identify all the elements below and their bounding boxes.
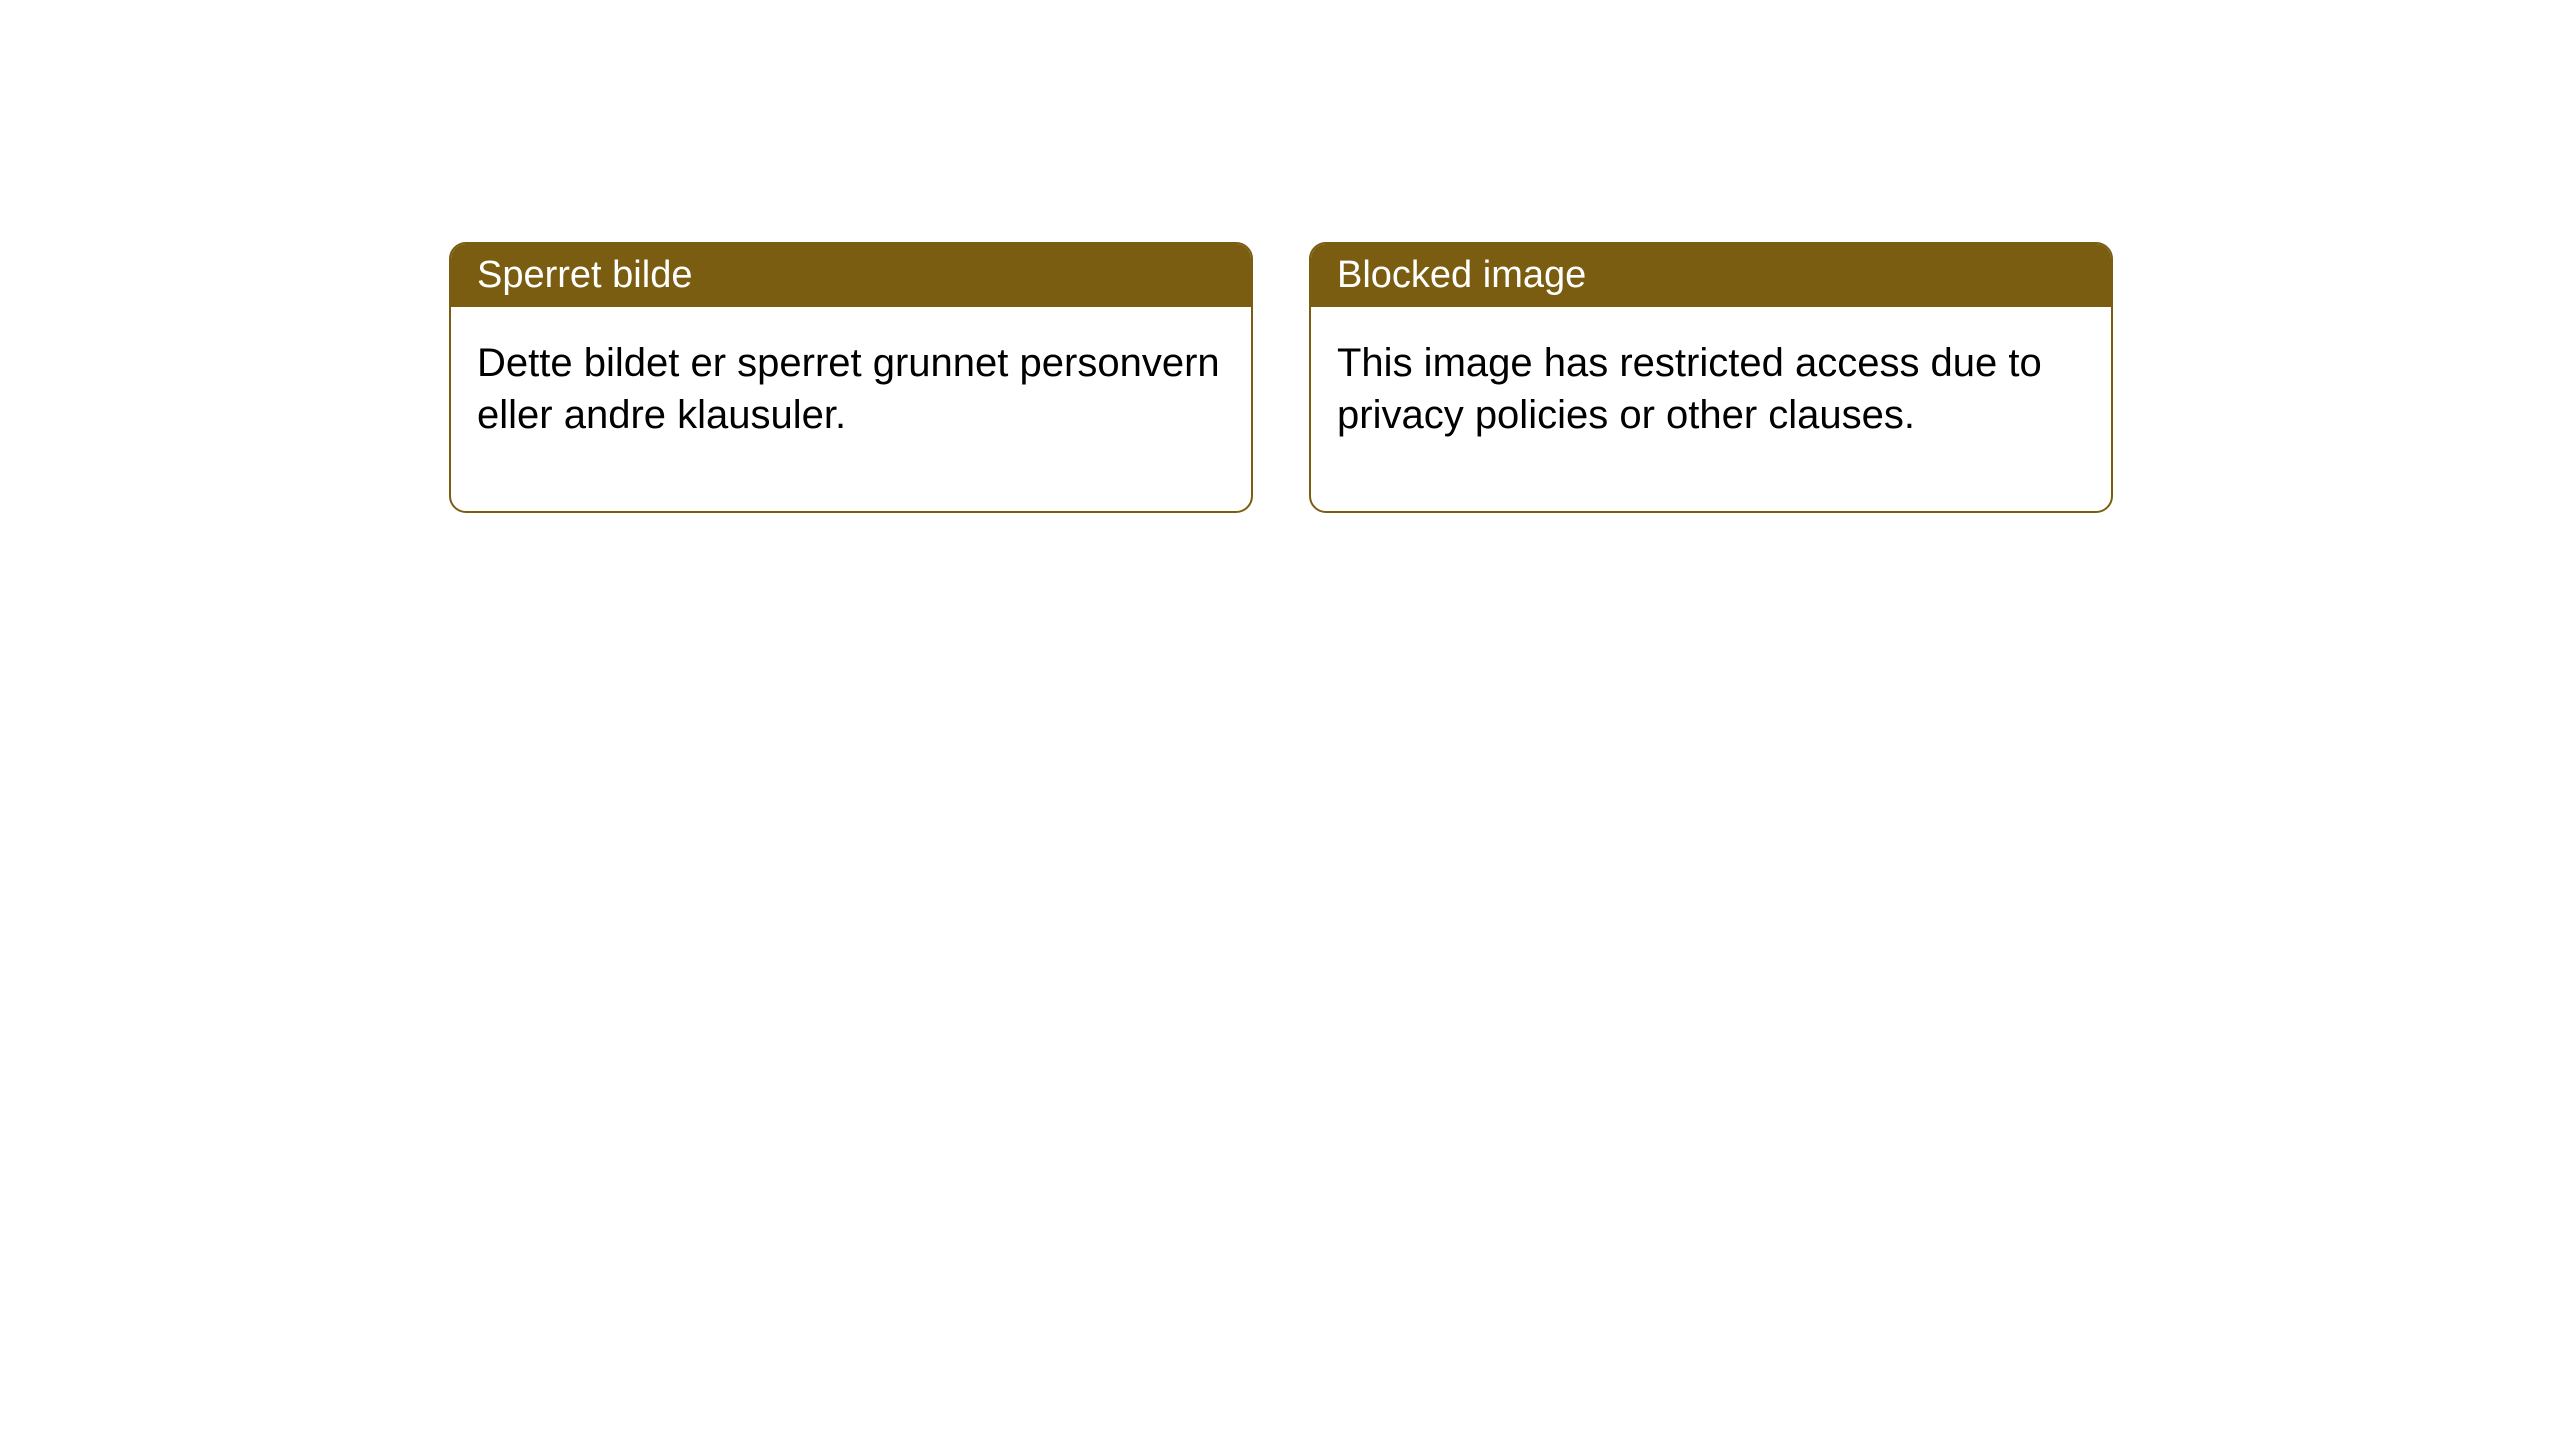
notice-title: Sperret bilde [477,254,692,296]
notice-body: Dette bildet er sperret grunnet personve… [451,307,1251,511]
notice-header: Blocked image [1311,244,2111,307]
notice-body-text: Dette bildet er sperret grunnet personve… [477,341,1220,437]
notice-title: Blocked image [1337,254,1586,296]
notice-body-text: This image has restricted access due to … [1337,341,2042,437]
notice-container: Sperret bilde Dette bildet er sperret gr… [449,242,2113,513]
notice-body: This image has restricted access due to … [1311,307,2111,511]
notice-card-english: Blocked image This image has restricted … [1309,242,2113,513]
notice-header: Sperret bilde [451,244,1251,307]
notice-card-norwegian: Sperret bilde Dette bildet er sperret gr… [449,242,1253,513]
